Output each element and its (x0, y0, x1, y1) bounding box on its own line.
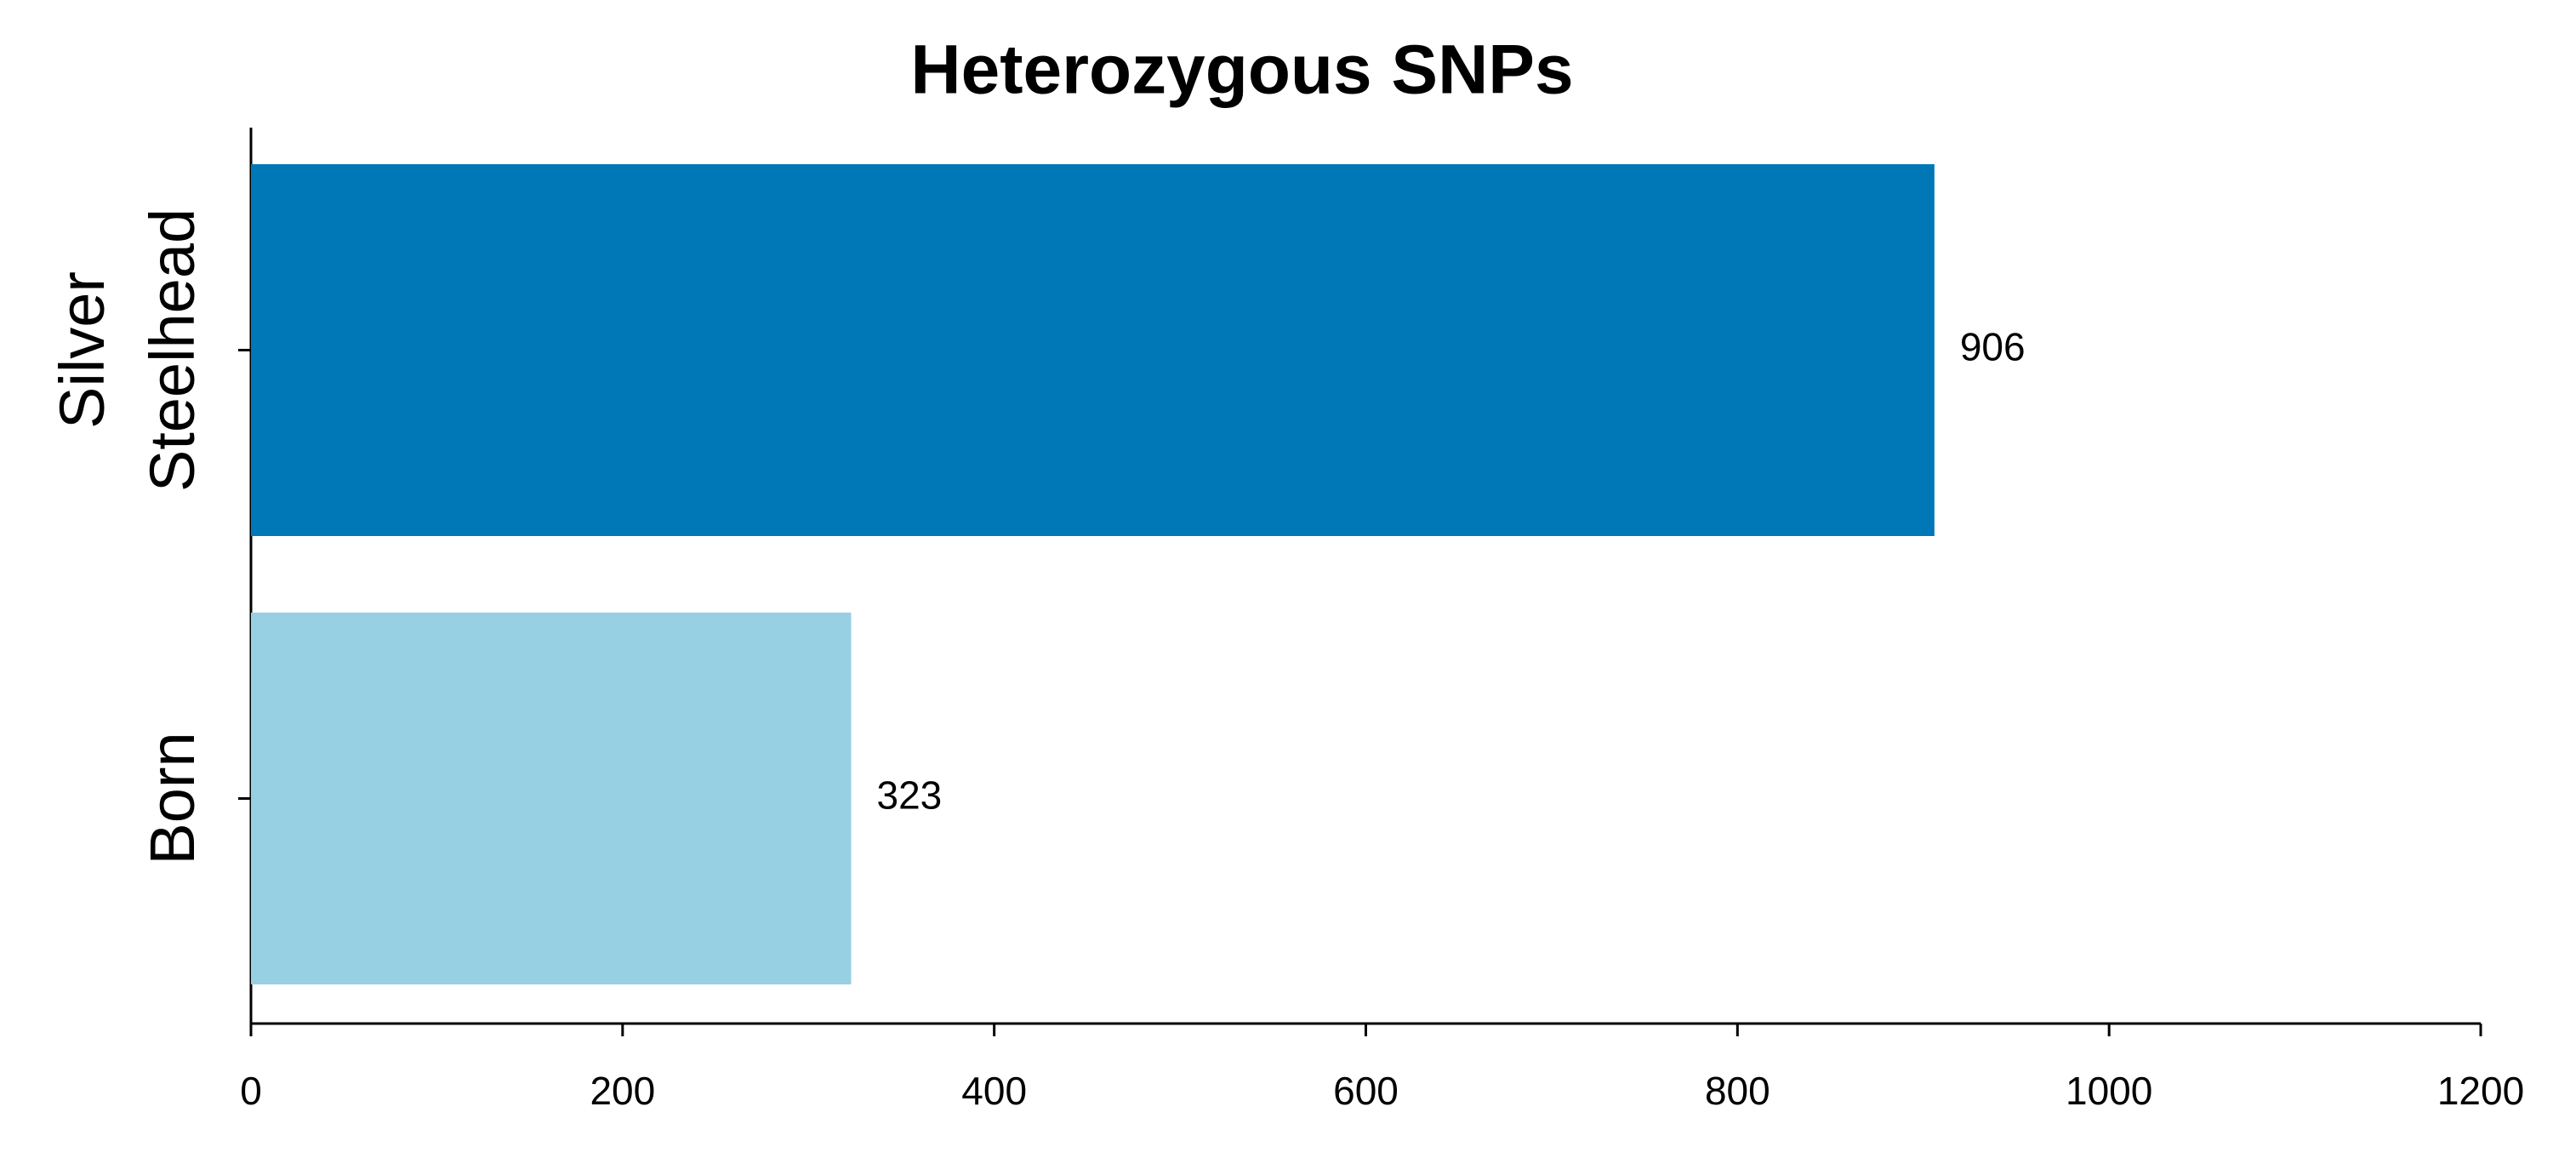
value-label: 906 (1960, 325, 2026, 369)
x-tick-label: 1000 (2066, 1069, 2152, 1113)
y-tick-label: Born (137, 732, 208, 864)
bar (251, 613, 852, 984)
x-tick-label: 800 (1705, 1069, 1770, 1113)
bar (251, 164, 1935, 536)
x-tick-label: 1200 (2437, 1069, 2524, 1113)
y-tick-label: Silver Steelhead (47, 208, 208, 492)
x-tick-label: 200 (590, 1069, 655, 1113)
x-tick-label: 600 (1333, 1069, 1399, 1113)
x-tick-label: 400 (961, 1069, 1027, 1113)
x-tick-label: 0 (240, 1069, 262, 1113)
chart-title: Heterozygous SNPs (910, 31, 1573, 109)
value-label: 323 (876, 773, 942, 818)
